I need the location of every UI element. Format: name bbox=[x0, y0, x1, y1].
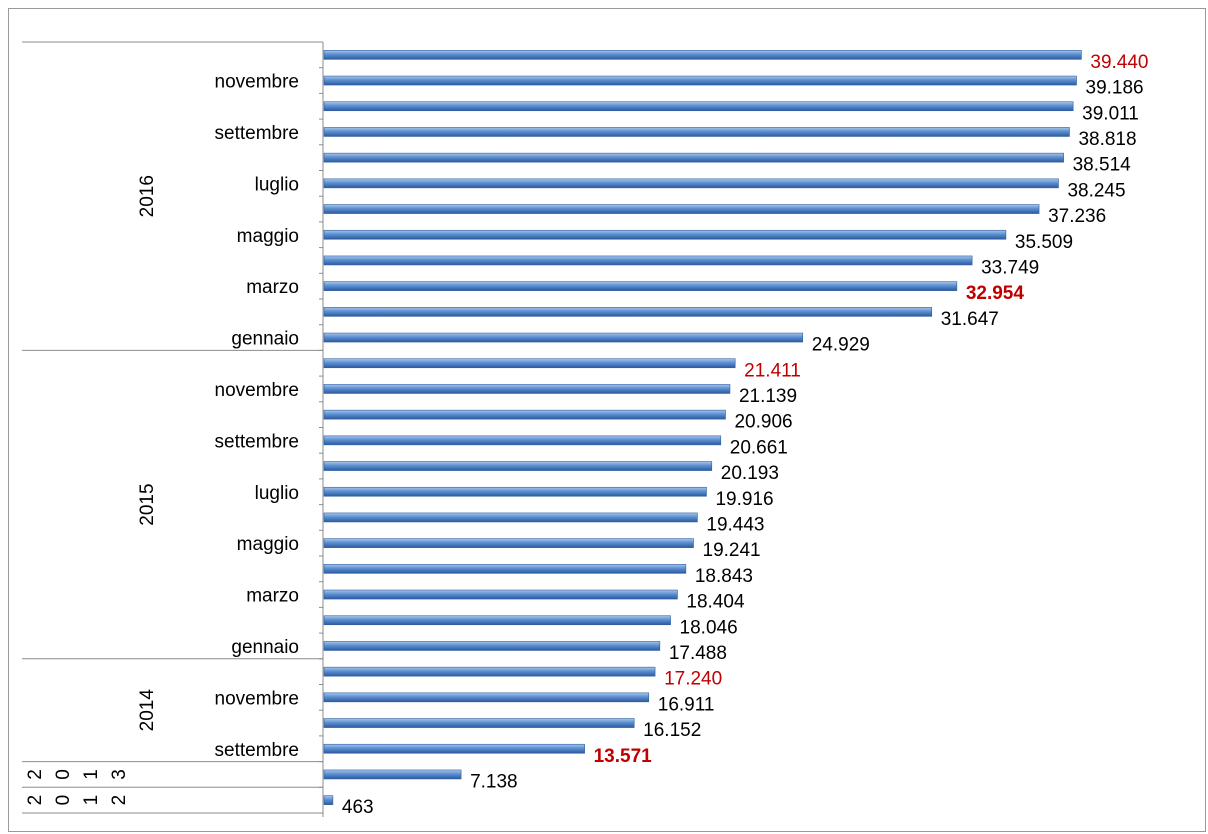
bar bbox=[323, 435, 722, 446]
bar bbox=[323, 50, 1082, 60]
data-label: 20.906 bbox=[734, 412, 792, 433]
data-label: 16.911 bbox=[658, 694, 715, 715]
bar bbox=[323, 718, 635, 728]
data-label: 35.509 bbox=[1015, 232, 1073, 253]
data-label: 17.240 bbox=[664, 669, 722, 690]
bar bbox=[323, 101, 1074, 112]
data-label: 19.241 bbox=[703, 540, 761, 561]
year-digit: 2 bbox=[25, 769, 46, 780]
year-digit: 1 bbox=[81, 795, 102, 806]
data-label: 39.011 bbox=[1082, 103, 1139, 124]
data-label: 31.647 bbox=[941, 309, 999, 330]
bar bbox=[323, 255, 973, 266]
year-digit: 2 bbox=[109, 795, 130, 806]
bar bbox=[323, 307, 933, 317]
bar bbox=[323, 512, 698, 523]
data-label: 463 bbox=[342, 797, 374, 818]
data-label: 16.152 bbox=[643, 720, 701, 741]
category-label: gennaio bbox=[231, 329, 299, 350]
category-label: settembre bbox=[215, 740, 299, 761]
bar bbox=[323, 486, 707, 497]
group-year-label: 2015 bbox=[137, 483, 158, 525]
data-label: 19.443 bbox=[706, 514, 764, 535]
category-label: novembre bbox=[215, 72, 300, 93]
bar bbox=[323, 743, 585, 754]
bar bbox=[323, 332, 804, 343]
data-label: 39.186 bbox=[1086, 78, 1144, 99]
axis-layer bbox=[22, 41, 324, 817]
data-label: 33.749 bbox=[981, 257, 1039, 278]
data-label: 18.404 bbox=[686, 592, 745, 613]
category-label: luglio bbox=[255, 483, 299, 504]
bar bbox=[323, 795, 334, 805]
group-year-label: 2014 bbox=[137, 689, 158, 732]
bar bbox=[323, 666, 656, 677]
year-digit: 0 bbox=[53, 769, 74, 780]
category-label: gennaio bbox=[231, 637, 299, 658]
bar bbox=[323, 178, 1059, 189]
year-digit: 3 bbox=[109, 769, 130, 780]
category-label: maggio bbox=[237, 226, 299, 247]
bar bbox=[323, 75, 1077, 86]
data-label: 38.514 bbox=[1073, 155, 1132, 176]
category-label: marzo bbox=[246, 277, 299, 298]
data-label: 38.245 bbox=[1067, 180, 1125, 201]
bar bbox=[323, 564, 687, 574]
data-label: 13.571 bbox=[594, 746, 653, 767]
bar bbox=[323, 229, 1007, 240]
bar bbox=[323, 769, 462, 780]
group-year-label: 2016 bbox=[137, 175, 158, 217]
category-label: novembre bbox=[215, 380, 300, 401]
bar bbox=[323, 589, 678, 600]
data-label: 37.236 bbox=[1048, 206, 1106, 227]
data-label: 19.916 bbox=[715, 489, 773, 510]
bar bbox=[323, 384, 731, 394]
bar bbox=[323, 409, 726, 420]
bar bbox=[323, 127, 1070, 137]
year-digit: 2 bbox=[25, 795, 46, 806]
bar bbox=[323, 461, 713, 471]
data-label: 39.440 bbox=[1090, 52, 1148, 73]
year-digit: 1 bbox=[81, 769, 102, 780]
category-label: novembre bbox=[215, 688, 300, 709]
category-label: settembre bbox=[215, 123, 299, 144]
year-digit: 0 bbox=[53, 795, 74, 806]
data-label: 38.818 bbox=[1078, 129, 1136, 150]
data-label: 20.661 bbox=[730, 437, 788, 458]
bar bbox=[323, 641, 661, 651]
bar bbox=[323, 615, 671, 626]
data-label: 7.138 bbox=[470, 771, 518, 792]
bar bbox=[323, 281, 958, 291]
data-label: 18.046 bbox=[680, 617, 738, 638]
data-label: 21.411 bbox=[744, 360, 801, 381]
category-label: luglio bbox=[255, 174, 299, 195]
data-label: 32.954 bbox=[966, 283, 1025, 304]
bar bbox=[323, 152, 1064, 163]
bar bbox=[323, 358, 736, 369]
category-label: settembre bbox=[215, 431, 299, 452]
bar bbox=[323, 538, 694, 548]
bar bbox=[323, 204, 1040, 214]
labels-layer: 39.440 39.186 novembre 39.011 38.818 settembr… bbox=[25, 52, 1149, 818]
bars-layer bbox=[323, 50, 1082, 805]
bar bbox=[323, 692, 650, 703]
data-label: 18.843 bbox=[695, 566, 753, 587]
category-label: marzo bbox=[246, 586, 299, 607]
data-label: 24.929 bbox=[812, 335, 870, 356]
data-label: 20.193 bbox=[721, 463, 779, 484]
data-label: 17.488 bbox=[669, 643, 727, 664]
data-label: 21.139 bbox=[739, 386, 797, 407]
category-label: maggio bbox=[237, 534, 299, 555]
